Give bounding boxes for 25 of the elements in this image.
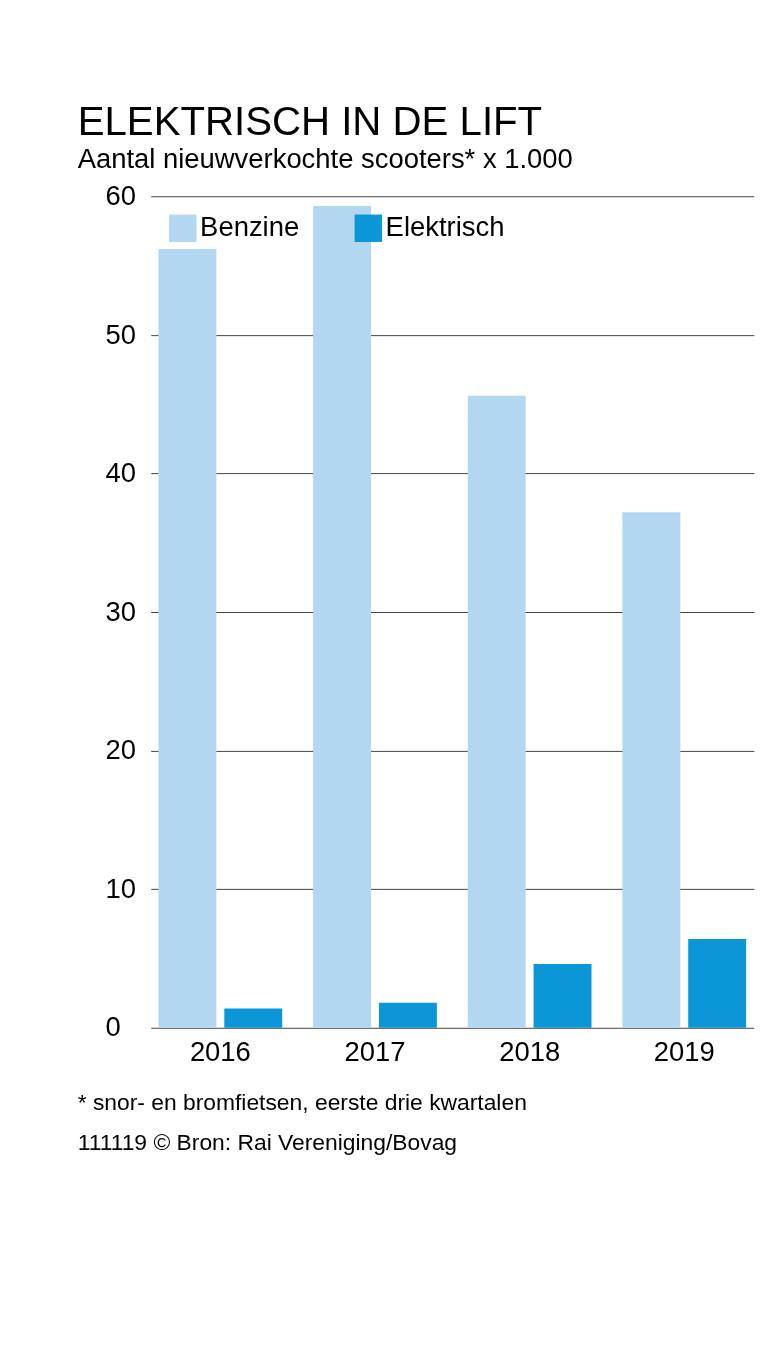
y-tick-label: 60 bbox=[105, 179, 137, 211]
y-tick-label: 20 bbox=[105, 734, 137, 766]
x-tick-label: 2017 bbox=[344, 1036, 406, 1068]
chart-title: ELEKTRISCH IN DE LIFT bbox=[77, 99, 543, 145]
text: 111119 © Bron: Rai Vereniging/Bovag bbox=[77, 1129, 458, 1156]
bar bbox=[622, 512, 681, 1028]
x-tick-label: 2018 bbox=[499, 1036, 561, 1068]
bar bbox=[467, 395, 526, 1028]
bar bbox=[224, 1008, 283, 1028]
y-tick-label: 30 bbox=[105, 595, 137, 627]
y-tick-label: 50 bbox=[105, 318, 137, 350]
text: * snor- en bromfietsen, eerste drie kwartalen bbox=[77, 1089, 527, 1116]
y-tick-label: 0 bbox=[105, 1011, 121, 1043]
bar bbox=[378, 1002, 437, 1028]
bar bbox=[313, 205, 372, 1028]
y-tick-label: 10 bbox=[105, 872, 137, 904]
legend-label: Elektrisch bbox=[385, 211, 505, 243]
bar bbox=[158, 248, 217, 1028]
legend-label: Benzine bbox=[200, 211, 300, 243]
x-tick-label: 2016 bbox=[189, 1036, 251, 1068]
chart-subtitle: Aantal nieuwverkochte scooters* x 1.000 bbox=[77, 142, 573, 174]
x-tick-label: 2019 bbox=[653, 1036, 715, 1068]
y-tick-label: 40 bbox=[105, 457, 137, 489]
bar bbox=[688, 939, 747, 1028]
bar bbox=[533, 964, 592, 1028]
